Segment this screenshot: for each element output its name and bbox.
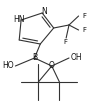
Text: HN: HN	[13, 14, 25, 24]
Text: N: N	[41, 7, 47, 17]
Text: HO: HO	[2, 61, 13, 71]
Text: O: O	[49, 60, 55, 70]
Text: F: F	[82, 13, 86, 19]
Text: F: F	[82, 27, 86, 33]
Text: F: F	[63, 39, 67, 45]
Text: OH: OH	[71, 53, 83, 63]
Text: B: B	[32, 53, 37, 63]
